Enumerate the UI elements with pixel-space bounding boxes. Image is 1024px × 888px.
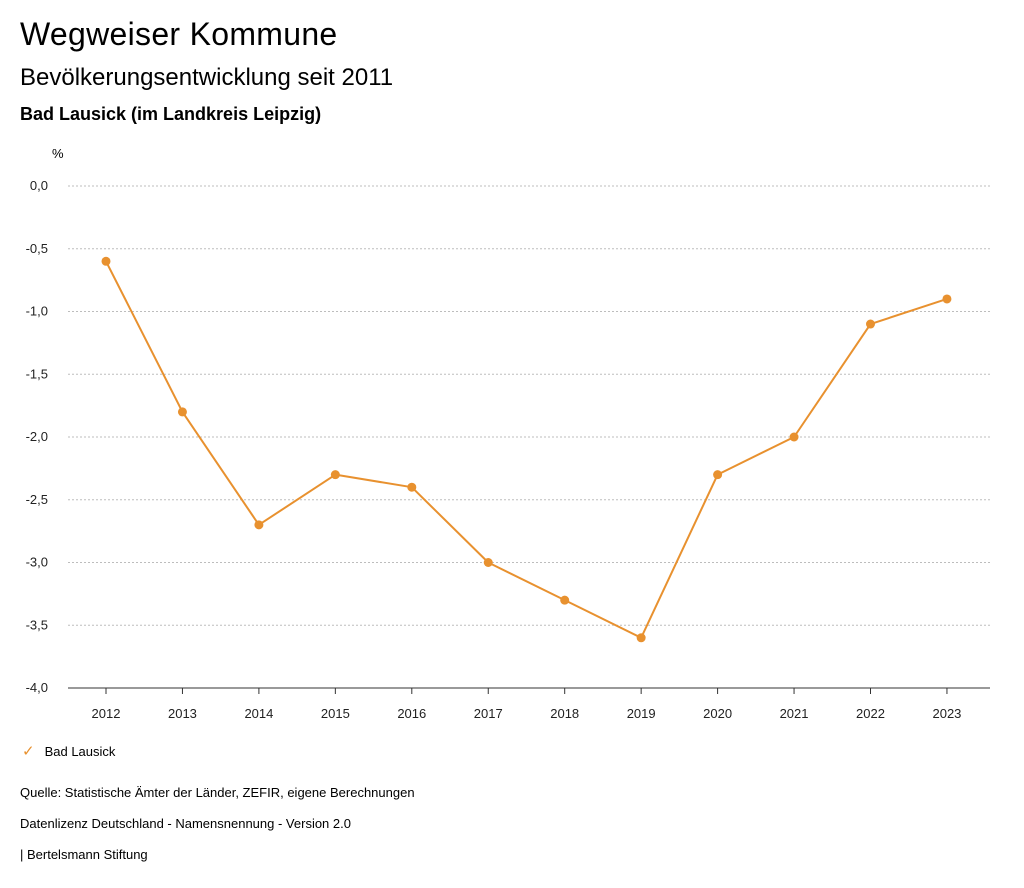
y-tick-label: -2,5 bbox=[26, 492, 48, 507]
y-tick-label: -0,5 bbox=[26, 241, 48, 256]
region-label: Bad Lausick (im Landkreis Leipzig) bbox=[20, 104, 322, 124]
license-note: Datenlizenz Deutschland - Namensnennung … bbox=[20, 816, 351, 831]
data-point bbox=[101, 256, 111, 266]
x-tick-label: 2016 bbox=[397, 706, 426, 721]
x-tick-label: 2014 bbox=[244, 706, 273, 721]
chart-subtitle: Bevölkerungsentwicklung seit 2011 bbox=[20, 64, 394, 91]
y-tick-label: -1,0 bbox=[26, 304, 48, 319]
y-axis-unit: % bbox=[52, 146, 64, 161]
series-line bbox=[105, 260, 948, 639]
data-point bbox=[789, 432, 799, 442]
data-point bbox=[177, 407, 187, 417]
data-point bbox=[330, 470, 340, 480]
y-tick-label: -4,0 bbox=[26, 680, 48, 695]
brand-note: | Bertelsmann Stiftung bbox=[20, 847, 148, 862]
y-tick-label: -1,5 bbox=[26, 366, 48, 381]
x-tick-label: 2013 bbox=[168, 706, 197, 721]
data-point bbox=[407, 482, 417, 492]
y-tick-label: 0,0 bbox=[30, 178, 48, 193]
x-tick-label: 2015 bbox=[321, 706, 350, 721]
x-tick-label: 2018 bbox=[550, 706, 579, 721]
x-tick-label: 2023 bbox=[932, 706, 961, 721]
source-note: Quelle: Statistische Ämter der Länder, Z… bbox=[20, 785, 415, 800]
legend-item[interactable]: ✓ Bad Lausick bbox=[22, 744, 115, 759]
x-tick-label: 2021 bbox=[780, 706, 809, 721]
data-point bbox=[560, 595, 570, 605]
x-tick-label: 2012 bbox=[92, 706, 121, 721]
x-tick-label: 2020 bbox=[703, 706, 732, 721]
data-point bbox=[636, 633, 646, 643]
x-tick-label: 2022 bbox=[856, 706, 885, 721]
y-tick-label: -3,5 bbox=[26, 617, 48, 632]
data-point bbox=[942, 294, 952, 304]
y-tick-label: -2,0 bbox=[26, 429, 48, 444]
line-chart: 0,0 -0,5 -1,0 -1,5 -2,0 -2,5 -3,0 -3,5 -4,0 2012 2… bbox=[26, 178, 990, 721]
check-icon: ✓ bbox=[22, 743, 35, 760]
data-point bbox=[483, 558, 493, 567]
data-point bbox=[254, 520, 264, 530]
data-point bbox=[713, 470, 723, 480]
x-tick-label: 2017 bbox=[474, 706, 503, 721]
page-title: Wegweiser Kommune bbox=[20, 16, 338, 52]
x-tick-label: 2019 bbox=[627, 706, 656, 721]
data-point bbox=[866, 319, 875, 329]
y-tick-label: -3,0 bbox=[26, 555, 48, 570]
legend-label: Bad Lausick bbox=[44, 744, 116, 759]
